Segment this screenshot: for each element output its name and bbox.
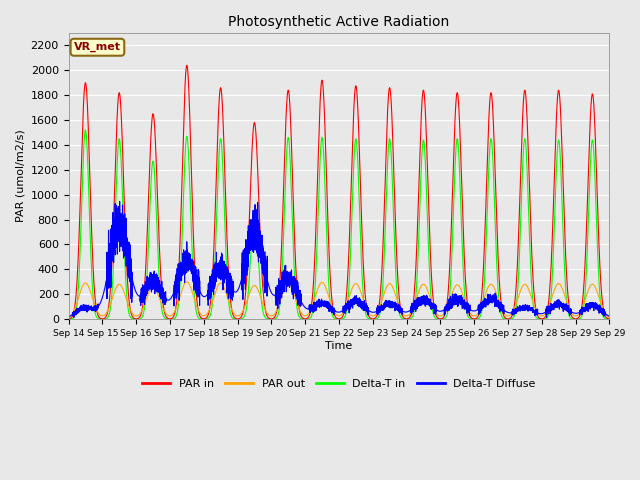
Delta-T Diffuse bbox=[116, 198, 124, 204]
PAR in bbox=[471, 316, 479, 322]
Delta-T Diffuse bbox=[536, 311, 544, 316]
Delta-T Diffuse bbox=[65, 314, 72, 320]
PAR in bbox=[605, 316, 613, 322]
PAR out bbox=[605, 315, 613, 321]
Line: PAR out: PAR out bbox=[68, 282, 609, 318]
Delta-T in bbox=[471, 316, 479, 322]
Delta-T Diffuse bbox=[205, 292, 212, 298]
PAR out bbox=[65, 314, 72, 320]
PAR in bbox=[307, 305, 315, 311]
Delta-T in bbox=[536, 316, 544, 322]
Delta-T Diffuse bbox=[70, 314, 77, 320]
Line: PAR in: PAR in bbox=[68, 65, 609, 319]
Line: Delta-T Diffuse: Delta-T Diffuse bbox=[68, 201, 609, 317]
PAR in bbox=[536, 316, 544, 322]
X-axis label: Time: Time bbox=[325, 341, 353, 350]
PAR out bbox=[536, 312, 544, 318]
Delta-T in bbox=[84, 156, 92, 161]
Delta-T in bbox=[81, 127, 89, 133]
Line: Delta-T in: Delta-T in bbox=[68, 130, 609, 319]
Delta-T Diffuse bbox=[307, 304, 315, 310]
Legend: PAR in, PAR out, Delta-T in, Delta-T Diffuse: PAR in, PAR out, Delta-T in, Delta-T Dif… bbox=[138, 375, 540, 394]
Title: Photosynthetic Active Radiation: Photosynthetic Active Radiation bbox=[228, 15, 449, 29]
PAR in bbox=[84, 104, 92, 110]
Delta-T Diffuse bbox=[231, 289, 239, 295]
Delta-T in bbox=[231, 316, 239, 322]
PAR out bbox=[471, 313, 479, 319]
Delta-T in bbox=[605, 316, 613, 322]
PAR in bbox=[205, 310, 212, 316]
PAR in bbox=[183, 62, 191, 68]
Text: VR_met: VR_met bbox=[74, 42, 121, 52]
PAR in bbox=[231, 315, 239, 321]
PAR out bbox=[183, 279, 191, 285]
PAR out bbox=[84, 282, 92, 288]
Delta-T in bbox=[205, 315, 212, 321]
Delta-T in bbox=[65, 316, 72, 322]
Delta-T in bbox=[307, 313, 315, 319]
Delta-T Diffuse bbox=[605, 313, 613, 319]
PAR out bbox=[307, 306, 315, 312]
PAR out bbox=[231, 312, 239, 317]
Y-axis label: PAR (umol/m2/s): PAR (umol/m2/s) bbox=[15, 130, 25, 222]
PAR in bbox=[65, 316, 72, 322]
Delta-T Diffuse bbox=[84, 303, 92, 309]
PAR out bbox=[205, 308, 212, 314]
Delta-T Diffuse bbox=[471, 308, 479, 314]
